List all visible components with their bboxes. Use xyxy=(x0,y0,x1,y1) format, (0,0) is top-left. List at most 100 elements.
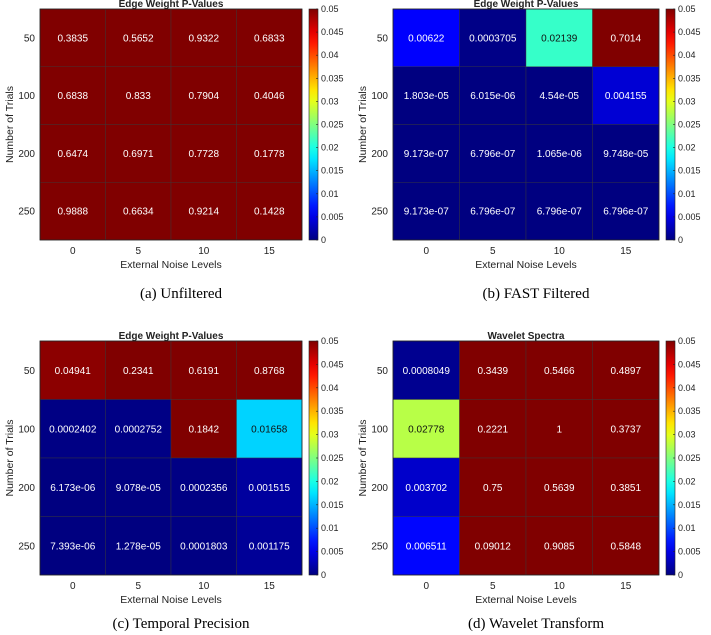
cell-label: 0.7014 xyxy=(610,33,641,44)
colorbar-tick-label: 0.005 xyxy=(678,547,701,557)
x-tick-label: 5 xyxy=(135,581,141,592)
x-tick-label: 5 xyxy=(135,246,141,257)
heatmap-cell xyxy=(170,516,237,576)
x-axis-label: External Noise Levels xyxy=(120,594,222,606)
y-tick-label: 250 xyxy=(371,541,388,552)
colorbar-tick-label: 0.03 xyxy=(321,430,339,440)
heatmap-cell xyxy=(525,66,593,125)
cell-label: 0.4046 xyxy=(254,91,285,102)
x-tick-label: 0 xyxy=(423,246,429,257)
heatmap-cell xyxy=(236,124,303,183)
colorbar-tick-label: 0.03 xyxy=(678,430,696,440)
heatmap-panel-1: Edge Weight P-Values 0.3835 0.5652 0.9322 0.… xyxy=(4,0,344,302)
plot-frame xyxy=(39,340,303,576)
heatmap-cell xyxy=(592,516,660,576)
y-tick-label: 100 xyxy=(18,91,35,102)
heatmap-cell xyxy=(170,66,237,125)
colorbar-tick-label: 0.04 xyxy=(321,383,339,393)
colorbar-tick-label: 0.015 xyxy=(321,500,344,510)
heatmap-cell xyxy=(170,340,237,400)
cell-label: 0.7728 xyxy=(188,149,219,160)
cell-label: 0.1778 xyxy=(254,149,285,160)
colorbar-tick-label: 0.04 xyxy=(678,383,696,393)
y-axis-label: Number of Trials xyxy=(357,419,369,496)
x-tick-label: 0 xyxy=(423,581,429,592)
subfigure-caption: (c) Temporal Precision xyxy=(113,616,250,632)
colorbar-tick-label: 0 xyxy=(321,235,326,245)
heatmap-cell xyxy=(105,457,172,517)
subfigure-caption: (b) FAST Filtered xyxy=(483,286,590,302)
cell-label: 0.5466 xyxy=(544,366,575,377)
colorbar-tick-label: 0.045 xyxy=(321,27,344,37)
colorbar-tick-label: 0.02 xyxy=(678,143,696,153)
colorbar-tick-label: 0.015 xyxy=(321,166,344,176)
heatmap-cell xyxy=(392,66,460,125)
y-tick-label: 100 xyxy=(371,91,388,102)
cell-label: 0.9322 xyxy=(188,33,219,44)
y-tick-label: 200 xyxy=(371,149,388,160)
y-tick-label: 50 xyxy=(377,366,389,377)
colorbar-tick-label: 0.045 xyxy=(321,359,344,369)
cell-label: 6.796e-07 xyxy=(603,207,648,218)
cell-label: 0.6191 xyxy=(188,366,219,377)
colorbar-tick-label: 0.035 xyxy=(678,73,701,83)
cell-label: 0.0003705 xyxy=(469,33,517,44)
colorbar-tick-label: 0 xyxy=(321,570,326,580)
panel-title: Wavelet Spectra xyxy=(488,331,565,342)
cell-label: 0.0002356 xyxy=(180,483,228,494)
cell-label: 0.0001803 xyxy=(180,541,228,552)
x-tick-label: 10 xyxy=(198,581,210,592)
heatmap-cell xyxy=(459,182,527,241)
heatmap-cell xyxy=(105,124,172,183)
heatmap-cell xyxy=(105,340,172,400)
cell-label: 0.3439 xyxy=(477,366,508,377)
heatmap-cell xyxy=(170,182,237,241)
cell-label: 0.01658 xyxy=(251,424,288,435)
colorbar-tick-label: 0.005 xyxy=(321,212,344,222)
panel-title: Edge Weight P-Values xyxy=(474,0,579,10)
cell-label: 0.6634 xyxy=(123,207,154,218)
colorbar-tick-label: 0 xyxy=(678,570,683,580)
cell-label: 1 xyxy=(556,424,562,435)
heatmap-cell xyxy=(459,66,527,125)
cell-label: 0.0008049 xyxy=(403,366,451,377)
heatmap-panel-4: Wavelet Spectra 0.0008049 0.3439 0.5466 0.48… xyxy=(357,331,701,632)
cell-label: 0.02778 xyxy=(408,424,445,435)
colorbar-tick-label: 0.01 xyxy=(678,189,696,199)
cell-label: 0.1428 xyxy=(254,207,285,218)
x-tick-label: 15 xyxy=(264,246,276,257)
cell-label: 6.796e-07 xyxy=(470,207,515,218)
cell-label: 0.75 xyxy=(483,483,503,494)
cell-label: 6.796e-07 xyxy=(470,149,515,160)
heatmap-cell xyxy=(459,124,527,183)
colorbar-tick-label: 0.01 xyxy=(321,523,339,533)
colorbar-tick-label: 0.005 xyxy=(678,212,701,222)
y-axis-label: Number of Trials xyxy=(357,86,369,163)
heatmap-cell xyxy=(392,516,460,576)
heatmap-cell xyxy=(236,66,303,125)
colorbar-tick-label: 0.03 xyxy=(321,96,339,106)
cell-label: 0.001175 xyxy=(249,541,290,552)
cell-label: 0.09012 xyxy=(475,541,512,552)
y-tick-label: 50 xyxy=(377,33,389,44)
cell-label: 9.748e-05 xyxy=(603,149,648,160)
cell-label: 0.3851 xyxy=(610,483,641,494)
heatmap-cell xyxy=(592,399,660,459)
colorbar-tick-label: 0.01 xyxy=(678,523,696,533)
colorbar-tick-label: 0.02 xyxy=(321,476,339,486)
y-tick-label: 100 xyxy=(18,424,35,435)
heatmap-cell xyxy=(392,8,460,67)
colorbar-tick-label: 0.04 xyxy=(678,50,696,60)
y-tick-label: 250 xyxy=(18,541,35,552)
cell-label: 0.001515 xyxy=(248,483,290,494)
cell-label: 0.6474 xyxy=(57,149,88,160)
colorbar-tick-label: 0.015 xyxy=(678,166,701,176)
heatmap-cell xyxy=(592,124,660,183)
heatmap-cell xyxy=(105,182,172,241)
colorbar-tick-label: 0.035 xyxy=(678,406,701,416)
heatmap-cell xyxy=(459,8,527,67)
heatmap-cell xyxy=(525,182,593,241)
colorbar-tick-label: 0.005 xyxy=(321,547,344,557)
x-tick-label: 0 xyxy=(70,581,76,592)
